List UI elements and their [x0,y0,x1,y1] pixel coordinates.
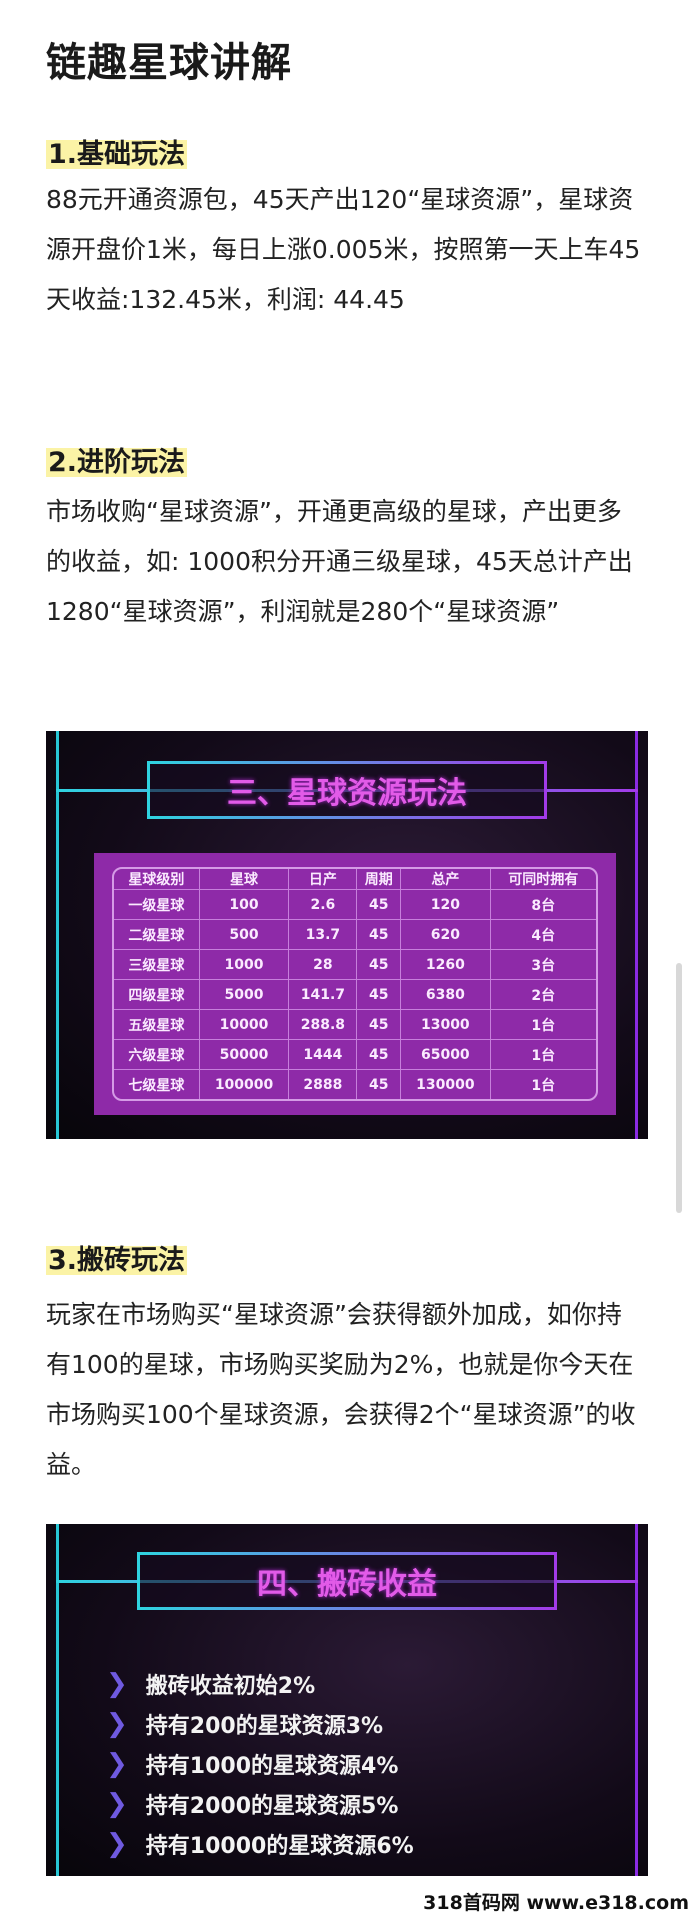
table-cell: 130000 [401,1070,491,1099]
table-header-cell: 周期 [357,869,402,890]
table-cell: 141.7 [289,980,358,1011]
table-cell: 5000 [199,980,290,1011]
table-cell: 2.6 [289,890,358,921]
table-row: 一级星球 100 2.6 45 120 8台 [114,890,596,921]
table-cell: 六级星球 [114,1040,200,1071]
table-cell: 45 [357,950,402,981]
page-title: 链趣星球讲解 [46,40,292,86]
table-row: 六级星球 50000 1444 45 65000 1台 [114,1040,596,1071]
table-body: 一级星球 100 2.6 45 120 8台 二级星球 500 13.7 45 620 4台 三级星球 1… [114,890,596,1099]
table-cell: 13000 [401,1010,491,1041]
table-cell: 45 [357,980,402,1011]
table-row: 三级星球 1000 28 45 1260 3台 [114,950,596,981]
planet-resource-image: 三、星球资源玩法 星球级别 星球 日产 周期 总产 可同时拥有 一级星球 100 2.6 45 1… [46,731,648,1139]
table-panel: 星球级别 星球 日产 周期 总产 可同时拥有 一级星球 100 2.6 45 120 8台 二级星球 5… [94,853,616,1115]
chevron-right-icon: ❯ [106,1709,128,1739]
table-cell: 50000 [199,1040,290,1071]
table-cell: 一级星球 [114,890,200,921]
table-cell: 2台 [490,980,596,1011]
table-cell: 8台 [490,890,596,921]
table-cell: 10000 [199,1010,290,1041]
chevron-right-icon: ❯ [106,1669,128,1699]
table-cell: 2888 [289,1070,358,1099]
table-cell: 45 [357,890,402,921]
table-cell: 65000 [401,1040,491,1071]
table-cell: 288.8 [289,1010,358,1041]
table-row: 五级星球 10000 288.8 45 13000 1台 [114,1010,596,1041]
list-item: ❯ 搬砖收益初始2% [106,1664,414,1704]
table-header-row: 星球级别 星球 日产 周期 总产 可同时拥有 [114,869,596,890]
table-row: 二级星球 500 13.7 45 620 4台 [114,920,596,951]
table-cell: 6380 [401,980,491,1011]
table-cell: 100 [199,890,290,921]
table-cell: 100000 [200,1070,290,1099]
table-header-cell: 日产 [289,869,358,890]
table-cell: 500 [199,920,290,951]
frame-right [635,731,638,1139]
table-cell: 三级星球 [114,950,200,981]
section-body-brick: 玩家在市场购买“星球资源”会获得额外加成，如你持有100的星球，市场购买奖励为2… [46,1300,636,1479]
table-cell: 620 [401,920,491,951]
table-cell: 1台 [490,1010,596,1041]
table-cell: 二级星球 [114,920,200,951]
table-cell: 七级星球 [114,1070,200,1099]
list-item: ❯ 持有2000的星球资源5% [106,1784,414,1824]
section-heading-advanced: 2.进阶玩法 [46,440,188,479]
chevron-right-icon: ❯ [106,1749,128,1779]
list-item: ❯ 持有1000的星球资源4% [106,1744,414,1784]
watermark: 318首码网 www.e318.com [419,1888,693,1915]
frame-left [56,1524,59,1876]
list-item: ❯ 持有200的星球资源3% [106,1704,414,1744]
table-header-cell: 星球 [199,869,290,890]
planet-table: 星球级别 星球 日产 周期 总产 可同时拥有 一级星球 100 2.6 45 120 8台 二级星球 5… [112,867,598,1101]
table-cell: 五级星球 [114,1010,200,1041]
table-cell: 3台 [490,950,596,981]
image-banner: 三、星球资源玩法 [147,761,547,819]
table-header-cell: 可同时拥有 [490,869,596,890]
table-row: 七级星球 100000 2888 45 130000 1台 [114,1070,596,1099]
table-cell: 45 [357,920,402,951]
image-banner: 四、搬砖收益 [137,1552,557,1610]
frame-right [635,1524,638,1876]
frame-left [56,731,59,1139]
table-cell: 1260 [401,950,491,981]
section-body-basic: 88元开通资源包，45天产出120“星球资源”，星球资源开盘价1米，每日上涨0.… [46,185,641,314]
table-cell: 28 [289,950,358,981]
chevron-right-icon: ❯ [106,1789,128,1819]
table-header-cell: 总产 [401,869,491,890]
list-item-text: 搬砖收益初始2% [145,1674,316,1699]
income-list: ❯ 搬砖收益初始2% ❯ 持有200的星球资源3% ❯ 持有1000的星球资源4% ❯ 持有2… [106,1664,414,1864]
section-heading-brick: 3.搬砖玩法 [46,1238,188,1277]
table-cell: 1台 [531,1077,556,1094]
table-cell: 120 [401,890,491,921]
table-cell: 四级星球 [114,980,200,1011]
list-item-text: 持有1000的星球资源4% [145,1754,399,1779]
table-cell: 1444 [289,1040,358,1071]
list-item-text: 持有2000的星球资源5% [145,1794,399,1819]
table-cell: 1台 [490,1040,596,1071]
list-item: ❯ 持有10000的星球资源6% [106,1824,414,1864]
section-heading-basic: 1.基础玩法 [46,132,188,171]
chevron-right-icon: ❯ [106,1829,128,1859]
table-cell: 1000 [199,950,290,981]
table-cell: 13.7 [289,920,358,951]
table-row: 四级星球 5000 141.7 45 6380 2台 [114,980,596,1011]
table-cell: 4台 [490,920,596,951]
list-item-text: 持有200的星球资源3% [145,1714,384,1739]
list-item-text: 持有10000的星球资源6% [145,1834,414,1859]
table-cell: 45 [357,1010,402,1041]
brick-income-image: 四、搬砖收益 ❯ 搬砖收益初始2% ❯ 持有200的星球资源3% ❯ 持有1000的星球资… [46,1524,648,1876]
table-header-cell: 星球级别 [114,869,200,890]
scrollbar[interactable] [676,963,682,1213]
table-cell: 45 [357,1040,402,1071]
section-body-advanced: 市场收购“星球资源”，开通更高级的星球，产出更多的收益，如: 1000积分开通三… [46,497,633,626]
table-cell: 45 [357,1070,402,1099]
